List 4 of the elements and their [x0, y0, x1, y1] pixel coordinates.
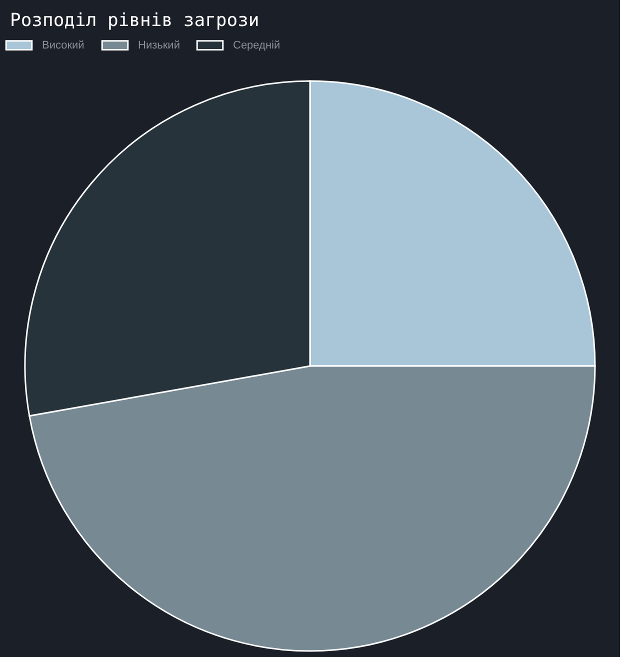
legend-label: Середній: [233, 39, 280, 52]
legend-label: Високий: [42, 39, 84, 52]
chart-title: Розподіл рівнів загрози: [10, 10, 260, 31]
legend-label: Низький: [138, 39, 180, 52]
